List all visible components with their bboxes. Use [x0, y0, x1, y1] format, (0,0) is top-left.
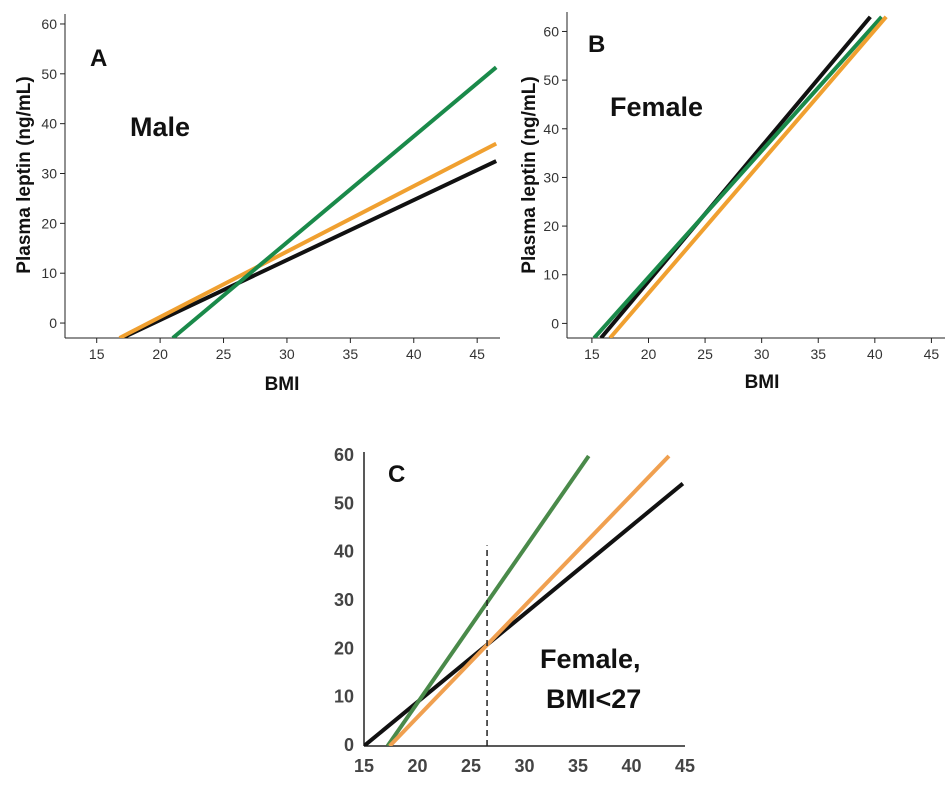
series-line-orangeC — [388, 454, 671, 746]
y-axis-label: Plasma leptin (ng/mL) — [14, 76, 35, 273]
x-tick-label: 30 — [514, 756, 534, 776]
panel-a: 15 20 25 30 35 40 45 0 10 20 30 40 50 60 A Male BMI Plasm… — [14, 14, 500, 395]
y-tick-label: 50 — [41, 66, 57, 82]
y-tick-label: 40 — [543, 121, 559, 137]
panel-b: 15 20 25 30 35 40 45 0 10 20 30 40 50 60 B Female BMI Pla… — [519, 12, 945, 393]
x-tick-label: 20 — [407, 756, 427, 776]
panel-letter: C — [388, 461, 405, 488]
x-axis-label: BMI — [745, 372, 780, 393]
panel-annotation: BMI<27 — [546, 684, 641, 714]
y-tick-label: 20 — [41, 215, 57, 231]
panel-annotation: Female — [610, 92, 703, 122]
x-tick-label: 20 — [641, 346, 657, 362]
x-tick-label: 40 — [621, 756, 641, 776]
x-tick-label: 35 — [568, 756, 588, 776]
panel-annotation: Male — [130, 112, 190, 142]
x-tick-label: 35 — [343, 346, 359, 362]
y-tick-label: 20 — [334, 638, 354, 658]
panel-c: 15 20 25 30 35 40 45 0 10 20 30 40 50 60 C Female, BMI<2… — [334, 445, 695, 776]
y-tick-label: 50 — [543, 72, 559, 88]
x-tick-label: 30 — [279, 346, 295, 362]
x-tick-label: 30 — [754, 346, 770, 362]
x-tick-label: 40 — [867, 346, 883, 362]
x-tick-label: 15 — [584, 346, 600, 362]
panel-letter: A — [90, 45, 107, 72]
y-tick-label: 30 — [543, 169, 559, 185]
y-tick-label: 30 — [41, 166, 57, 182]
x-tick-label: 45 — [675, 756, 695, 776]
x-tick-label: 15 — [89, 346, 105, 362]
series-line-orange — [118, 141, 498, 338]
y-tick-label: 10 — [41, 265, 57, 281]
series-line-green — [171, 65, 498, 338]
y-tick-label: 60 — [543, 23, 559, 39]
x-axis-label: BMI — [265, 374, 300, 395]
x-tick-label: 45 — [469, 346, 485, 362]
y-tick-label: 60 — [41, 16, 57, 32]
y-tick-label: 0 — [49, 315, 57, 331]
series-line-black — [121, 159, 498, 338]
x-tick-label: 25 — [461, 756, 481, 776]
y-tick-label: 10 — [334, 687, 354, 707]
y-tick-label: 0 — [551, 315, 559, 331]
x-tick-label: 45 — [924, 346, 940, 362]
y-tick-label: 10 — [543, 267, 559, 283]
y-tick-label: 0 — [344, 735, 354, 755]
x-tick-label: 25 — [697, 346, 713, 362]
series-line-green — [592, 15, 884, 338]
series-line-greenC — [385, 454, 591, 746]
y-tick-label: 60 — [334, 445, 354, 465]
series-line-orange — [608, 15, 888, 338]
panel-letter: B — [588, 31, 605, 58]
x-tick-label: 20 — [152, 346, 168, 362]
y-tick-label: 30 — [334, 590, 354, 610]
y-tick-label: 50 — [334, 493, 354, 513]
x-tick-label: 15 — [354, 756, 374, 776]
y-tick-label: 40 — [334, 542, 354, 562]
y-tick-label: 20 — [543, 218, 559, 234]
y-tick-label: 40 — [41, 116, 57, 132]
x-tick-label: 35 — [810, 346, 826, 362]
x-tick-label: 25 — [216, 346, 232, 362]
x-tick-label: 40 — [406, 346, 422, 362]
y-axis-label: Plasma leptin (ng/mL) — [519, 76, 540, 273]
panel-annotation: Female, — [540, 644, 641, 674]
